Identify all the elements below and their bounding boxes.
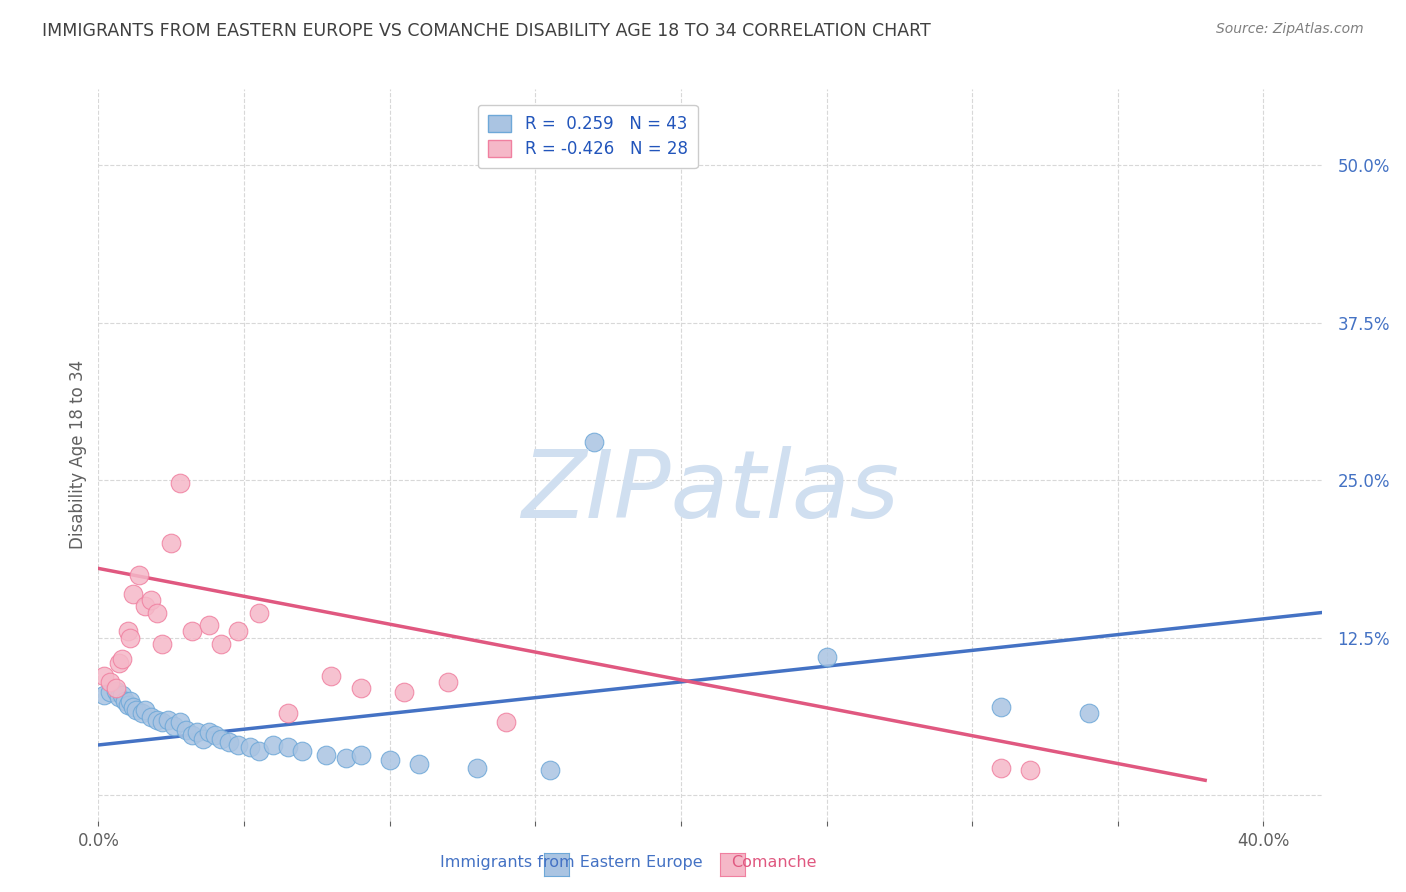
Point <box>104 683 127 698</box>
Text: Source: ZipAtlas.com: Source: ZipAtlas.com <box>1216 22 1364 37</box>
Point <box>247 744 270 758</box>
Point <box>117 624 139 639</box>
Point <box>111 652 134 666</box>
Point <box>157 713 180 727</box>
Point <box>174 723 197 737</box>
Point <box>990 761 1012 775</box>
Y-axis label: Disability Age 18 to 34: Disability Age 18 to 34 <box>69 360 87 549</box>
Point <box>378 753 401 767</box>
Point <box>122 700 145 714</box>
Point <box>134 599 156 614</box>
Point <box>193 731 215 746</box>
Point <box>98 685 121 699</box>
Point <box>226 738 249 752</box>
Point <box>198 725 221 739</box>
Text: ZIPatlas: ZIPatlas <box>522 446 898 537</box>
Point <box>582 435 605 450</box>
Point <box>145 713 167 727</box>
Point <box>93 668 115 682</box>
Point <box>247 606 270 620</box>
Point <box>125 703 148 717</box>
Point <box>139 710 162 724</box>
Point <box>335 750 357 764</box>
Point <box>120 631 142 645</box>
Point <box>209 731 232 746</box>
Point <box>111 688 134 702</box>
Point <box>226 624 249 639</box>
Point <box>277 706 299 721</box>
Point <box>204 728 226 742</box>
Point <box>180 728 202 742</box>
Point <box>262 738 284 752</box>
Point <box>465 761 488 775</box>
Point <box>117 698 139 712</box>
Point <box>408 756 430 771</box>
Point <box>145 606 167 620</box>
Point <box>152 715 174 730</box>
Text: Comanche: Comanche <box>731 855 817 870</box>
Point <box>114 694 136 708</box>
Text: IMMIGRANTS FROM EASTERN EUROPE VS COMANCHE DISABILITY AGE 18 TO 34 CORRELATION C: IMMIGRANTS FROM EASTERN EUROPE VS COMANC… <box>42 22 931 40</box>
Point <box>1077 706 1099 721</box>
Point <box>152 637 174 651</box>
Point <box>163 719 186 733</box>
Point <box>128 567 150 582</box>
Point <box>990 700 1012 714</box>
Point <box>315 747 337 762</box>
Point <box>134 703 156 717</box>
Point <box>169 475 191 490</box>
Point <box>160 536 183 550</box>
Point <box>139 593 162 607</box>
Point <box>1019 763 1042 777</box>
Point <box>131 706 153 721</box>
Point <box>198 618 221 632</box>
Point <box>120 694 142 708</box>
Point <box>239 740 262 755</box>
Point <box>209 637 232 651</box>
Point <box>815 649 838 664</box>
Point <box>93 688 115 702</box>
Point <box>349 681 371 696</box>
Point <box>108 656 131 670</box>
Point <box>392 685 416 699</box>
Point <box>122 587 145 601</box>
Text: Immigrants from Eastern Europe: Immigrants from Eastern Europe <box>440 855 703 870</box>
Point <box>321 668 343 682</box>
Point <box>291 744 314 758</box>
Point <box>98 674 121 689</box>
Point <box>186 725 208 739</box>
Point <box>437 674 460 689</box>
Point <box>277 740 299 755</box>
Point <box>180 624 202 639</box>
Point <box>108 690 131 704</box>
Point <box>349 747 371 762</box>
Point <box>104 681 127 696</box>
Point <box>495 715 517 730</box>
Point <box>169 715 191 730</box>
Point <box>218 735 240 749</box>
Point <box>538 763 561 777</box>
Legend: R =  0.259   N = 43, R = -0.426   N = 28: R = 0.259 N = 43, R = -0.426 N = 28 <box>478 105 697 168</box>
